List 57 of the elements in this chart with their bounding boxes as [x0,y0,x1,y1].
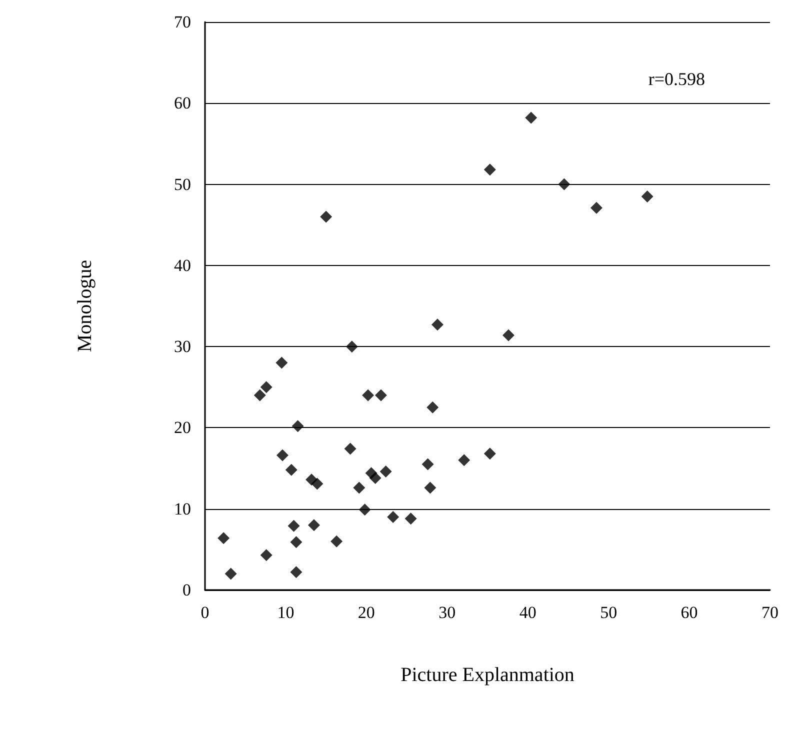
y-tick-label: 20 [174,418,191,438]
x-axis-title: Picture Explanmation [400,664,574,686]
point [358,504,371,516]
x-tick-label: 70 [762,603,778,622]
point [285,464,298,476]
annotation: r=0.598 [648,69,706,89]
point [344,442,356,455]
y-tick-label: 40 [174,256,191,275]
point [260,381,272,394]
point [218,532,230,544]
y-tick-label: 0 [182,580,191,600]
point [404,512,417,525]
point [525,112,538,124]
x-tick-label: 50 [600,603,618,622]
x-tick-label: 40 [519,603,536,622]
x-tick-label: 60 [680,603,698,622]
point [254,389,266,402]
point [558,178,570,190]
x-tick-label: 10 [277,603,294,622]
point [422,458,434,470]
y-axis-title: Monologue [74,260,96,352]
y-tick-label: 30 [174,337,191,356]
point [353,482,366,494]
point [426,401,439,414]
point [330,535,343,548]
point [308,519,320,532]
point [387,510,400,523]
point [424,482,436,494]
y-tick-label: 70 [174,12,191,32]
point [374,389,387,402]
point [276,449,288,462]
point [458,454,470,466]
y-tick-label: 50 [174,174,191,194]
x-tick-label: 20 [358,603,375,622]
point [224,568,237,580]
point [484,164,496,176]
point [590,202,602,214]
point [311,478,324,490]
point [380,466,392,478]
point [346,340,358,353]
point [502,329,514,342]
point [290,566,302,578]
point [292,420,304,432]
point [369,472,382,484]
y-tick-label: 10 [174,499,191,518]
point [484,448,496,460]
point [290,536,302,548]
point [431,318,444,331]
y-tick-label: 60 [174,94,191,113]
point [641,190,654,202]
x-tick-label: 0 [200,603,210,622]
x-tick-label: 30 [438,603,456,622]
point [362,389,374,402]
point [320,210,332,223]
point [288,520,300,532]
point [276,356,288,369]
point [260,549,272,562]
